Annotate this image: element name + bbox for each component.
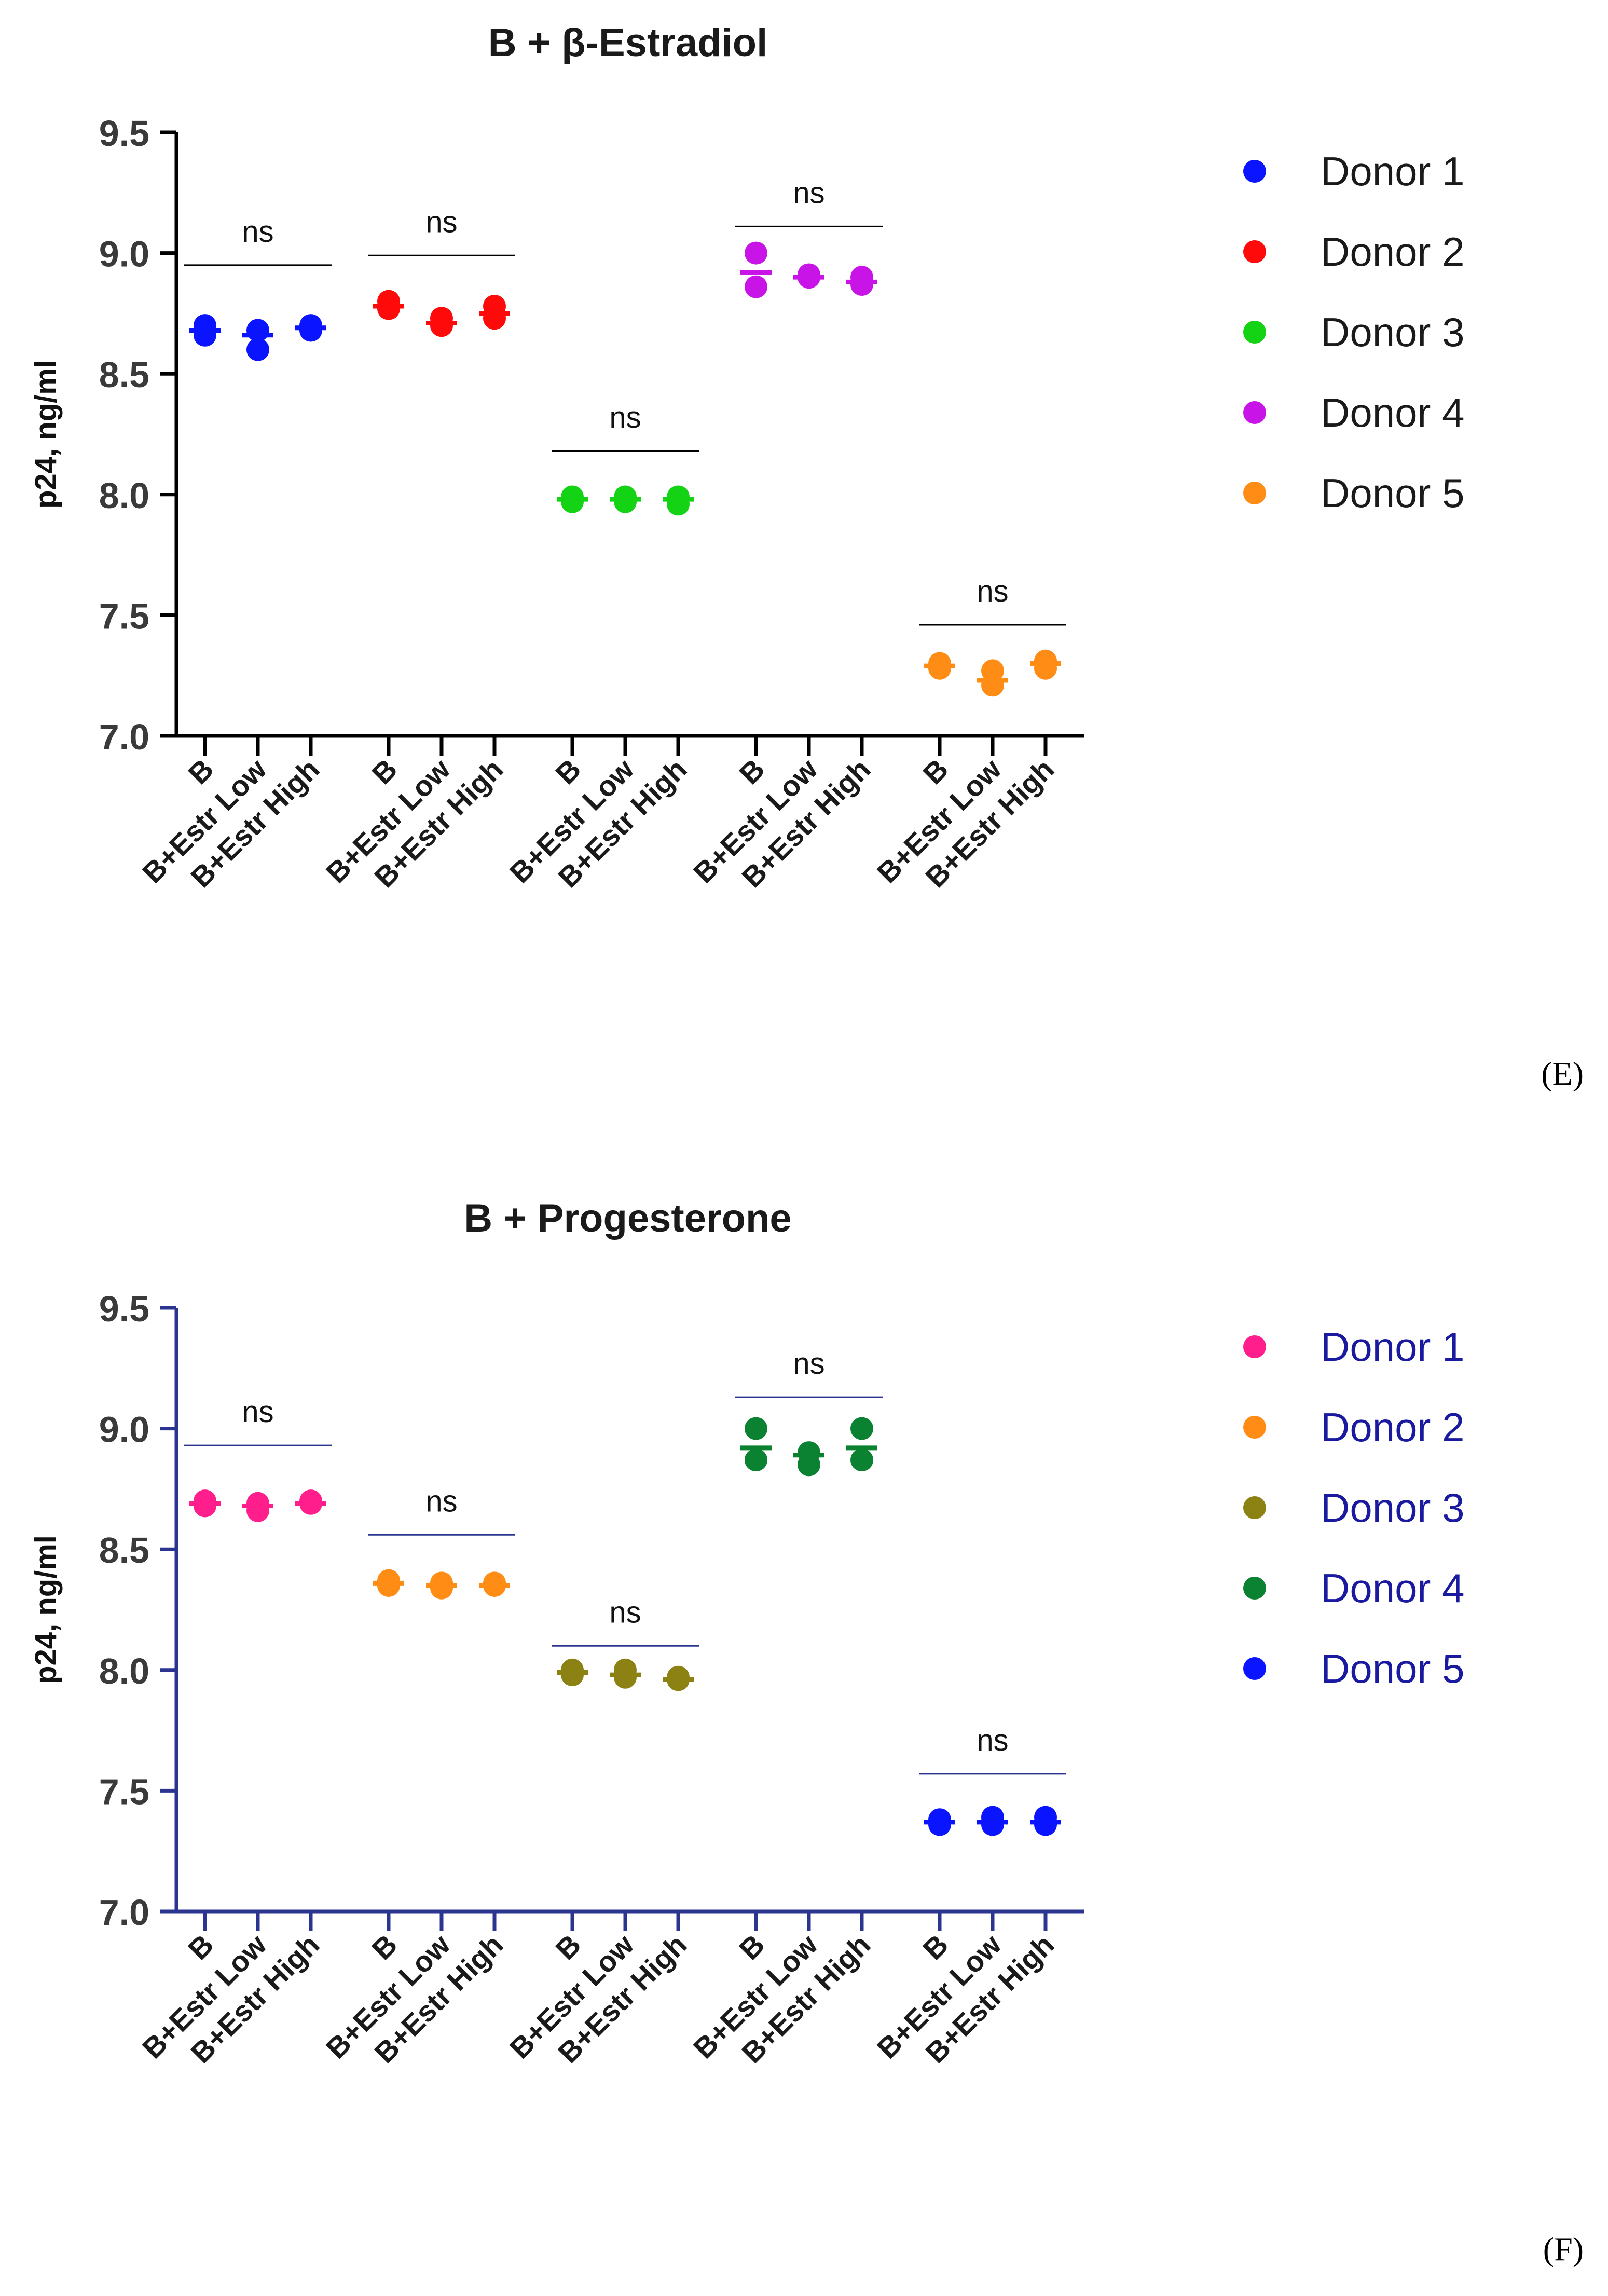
panel-label: (E): [1541, 1055, 1584, 1092]
legend-marker: [1243, 401, 1266, 424]
x-tick-label: B: [916, 753, 954, 790]
data-point: [299, 319, 322, 342]
legend-marker: [1243, 240, 1266, 263]
chart-estradiol: B + β-Estradiol 7.0 7.5 8.0 8.5 9.0 9.5 p24, ng…: [29, 21, 1584, 1092]
legend-label: Donor 5: [1321, 1646, 1465, 1691]
significance-label: ns: [793, 176, 824, 210]
y-tick-label: 8.5: [99, 354, 149, 395]
significance-label: ns: [977, 575, 1008, 608]
legend-label: Donor 4: [1321, 1565, 1465, 1611]
legend-marker: [1243, 1496, 1266, 1519]
x-tick-label: B: [549, 1928, 587, 1966]
y-tick-label: 8.5: [99, 1530, 149, 1570]
data-point: [194, 323, 216, 347]
data-point: [483, 307, 506, 330]
x-tick-label: B: [365, 753, 403, 790]
data-point: [246, 338, 269, 361]
data-point: [798, 1453, 820, 1477]
data-point: [745, 241, 767, 265]
legend-marker: [1243, 1657, 1266, 1680]
y-tick-label: 9.5: [99, 113, 149, 154]
x-tick-label: B: [916, 1928, 954, 1966]
panel-label: (F): [1543, 2231, 1584, 2267]
data-point: [246, 1499, 269, 1522]
data-point: [981, 674, 1004, 697]
chart-title: B + β-Estradiol: [488, 21, 767, 65]
x-tick-label: B: [182, 1928, 219, 1966]
data-point: [561, 1663, 584, 1687]
legend-marker: [1243, 1416, 1266, 1439]
significance-label: ns: [242, 215, 273, 249]
y-tick-label: 7.5: [99, 596, 149, 636]
legend-label: Donor 2: [1321, 1404, 1465, 1450]
data-point: [1034, 1813, 1057, 1836]
data-point: [745, 275, 767, 298]
data-point: [928, 1813, 951, 1836]
x-tick-label: B: [733, 1928, 771, 1966]
legend-marker: [1243, 1335, 1266, 1358]
legend-label: Donor 4: [1321, 390, 1465, 435]
data-point: [430, 1576, 453, 1600]
legend-label: Donor 3: [1321, 309, 1465, 355]
y-axis-label: p24, ng/ml: [29, 360, 63, 509]
significance-label: ns: [793, 1347, 824, 1381]
x-tick-label: B: [182, 753, 219, 790]
legend-marker: [1243, 482, 1266, 504]
significance-label: ns: [609, 401, 641, 434]
legend-label: Donor 2: [1321, 229, 1465, 275]
data-point: [745, 1417, 767, 1440]
legend-marker: [1243, 1577, 1266, 1600]
y-tick-label: 7.5: [99, 1771, 149, 1812]
significance-label: ns: [242, 1395, 273, 1429]
data-point: [850, 1448, 873, 1472]
significance-label: ns: [425, 1484, 457, 1518]
data-point: [1034, 657, 1057, 680]
data-point: [667, 493, 690, 516]
x-tick-label: B: [365, 1928, 403, 1966]
significance-label: ns: [425, 205, 457, 239]
data-point: [850, 1417, 873, 1440]
x-tick-label: B: [733, 753, 771, 790]
legend-marker: [1243, 321, 1266, 344]
data-point: [981, 1813, 1004, 1836]
x-tick-label: B: [549, 753, 587, 790]
legend-marker: [1243, 160, 1266, 183]
data-point: [614, 1665, 637, 1689]
legend-label: Donor 5: [1321, 470, 1465, 516]
y-tick-label: 8.0: [99, 1651, 149, 1691]
legend-label: Donor 1: [1321, 1324, 1465, 1370]
data-point: [745, 1448, 767, 1472]
y-tick-label: 9.5: [99, 1289, 149, 1329]
data-point: [614, 490, 637, 513]
significance-label: ns: [609, 1595, 641, 1629]
data-point: [850, 273, 873, 296]
data-point: [928, 657, 951, 680]
data-point: [561, 490, 584, 513]
data-point: [430, 314, 453, 337]
significance-label: ns: [977, 1724, 1008, 1757]
data-point: [377, 297, 400, 320]
legend-label: Donor 3: [1321, 1485, 1465, 1530]
data-point: [377, 1574, 400, 1597]
y-tick-label: 8.0: [99, 475, 149, 516]
y-tick-label: 9.0: [99, 1410, 149, 1450]
data-point: [194, 1494, 216, 1518]
y-tick-label: 9.0: [99, 234, 149, 275]
y-tick-label: 7.0: [99, 1892, 149, 1933]
legend-label: Donor 1: [1321, 148, 1465, 194]
chart-title: B + Progesterone: [464, 1196, 791, 1240]
chart-progesterone: B + Progesterone 7.0 7.5 8.0 8.5 9.0 9.5 p24, n…: [29, 1196, 1584, 2267]
y-axis-label: p24, ng/ml: [29, 1535, 63, 1684]
y-tick-label: 7.0: [99, 717, 149, 757]
